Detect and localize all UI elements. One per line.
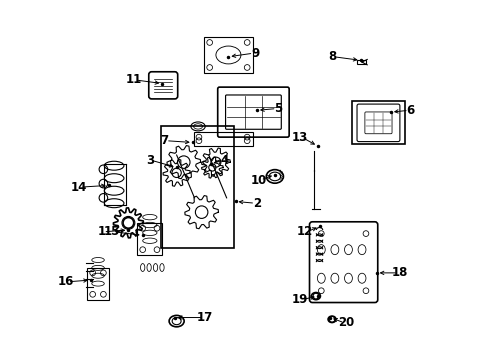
Bar xyxy=(356,60,365,64)
Text: 5: 5 xyxy=(274,102,282,115)
Bar xyxy=(204,37,252,73)
Text: 7: 7 xyxy=(160,134,168,147)
Text: 9: 9 xyxy=(250,47,259,60)
Text: 14: 14 xyxy=(70,181,86,194)
Text: 10: 10 xyxy=(250,174,266,186)
Text: 12: 12 xyxy=(297,225,313,238)
Text: 15: 15 xyxy=(104,225,120,238)
Text: 19: 19 xyxy=(291,293,307,306)
Text: 20: 20 xyxy=(338,316,354,329)
Text: 13: 13 xyxy=(291,131,307,144)
Text: 3: 3 xyxy=(145,154,154,167)
Bar xyxy=(193,132,252,146)
Bar xyxy=(351,102,405,144)
Bar xyxy=(87,267,108,300)
Bar xyxy=(137,223,162,255)
Text: 16: 16 xyxy=(58,275,74,288)
Text: 2: 2 xyxy=(252,197,261,210)
Text: 8: 8 xyxy=(327,50,335,63)
Text: 6: 6 xyxy=(406,104,414,117)
Text: 4: 4 xyxy=(220,154,228,167)
Text: 17: 17 xyxy=(197,311,213,324)
Bar xyxy=(160,126,233,248)
Text: 18: 18 xyxy=(391,266,407,279)
Text: 11: 11 xyxy=(125,73,142,86)
Text: 1: 1 xyxy=(97,225,105,238)
